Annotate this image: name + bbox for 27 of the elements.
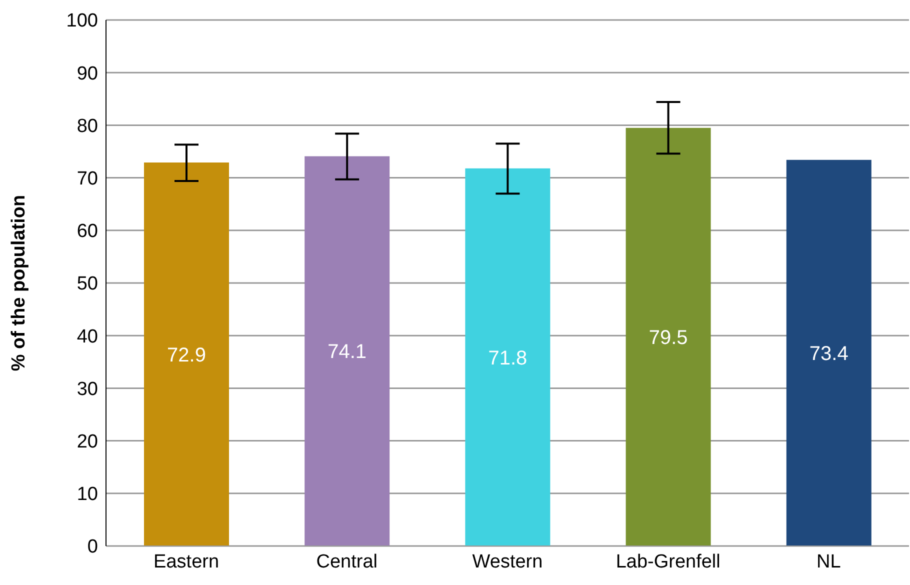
y-tick-label: 80 [76,116,98,137]
x-tick-label: Western [472,551,543,572]
y-axis-title: % of the population [8,194,30,372]
bar [144,162,229,546]
bar [304,156,390,546]
x-tick-label: Eastern [154,551,220,572]
bar [786,160,872,546]
bar [465,168,550,546]
y-tick-label: 60 [76,221,98,242]
y-tick-label: 30 [76,378,98,400]
x-tick-label: Central [316,551,378,572]
x-tick-label: NL [816,551,841,572]
y-tick-label: 0 [87,536,98,558]
y-tick-label: 70 [76,168,98,190]
data-label: 74.1 [328,341,367,364]
data-label: 79.5 [648,327,688,350]
x-tick-label: Lab-Grenfell [616,551,720,572]
y-tick-label: 100 [66,10,98,32]
y-tick-label: 20 [76,432,98,453]
data-label: 71.8 [488,347,528,370]
bar [626,128,711,546]
y-tick-label: 50 [76,274,98,295]
y-tick-label: 90 [76,63,98,84]
data-label: 73.4 [809,343,848,366]
data-label: 72.9 [167,344,206,366]
y-tick-label: 10 [76,484,98,506]
y-tick-label: 40 [76,326,98,348]
